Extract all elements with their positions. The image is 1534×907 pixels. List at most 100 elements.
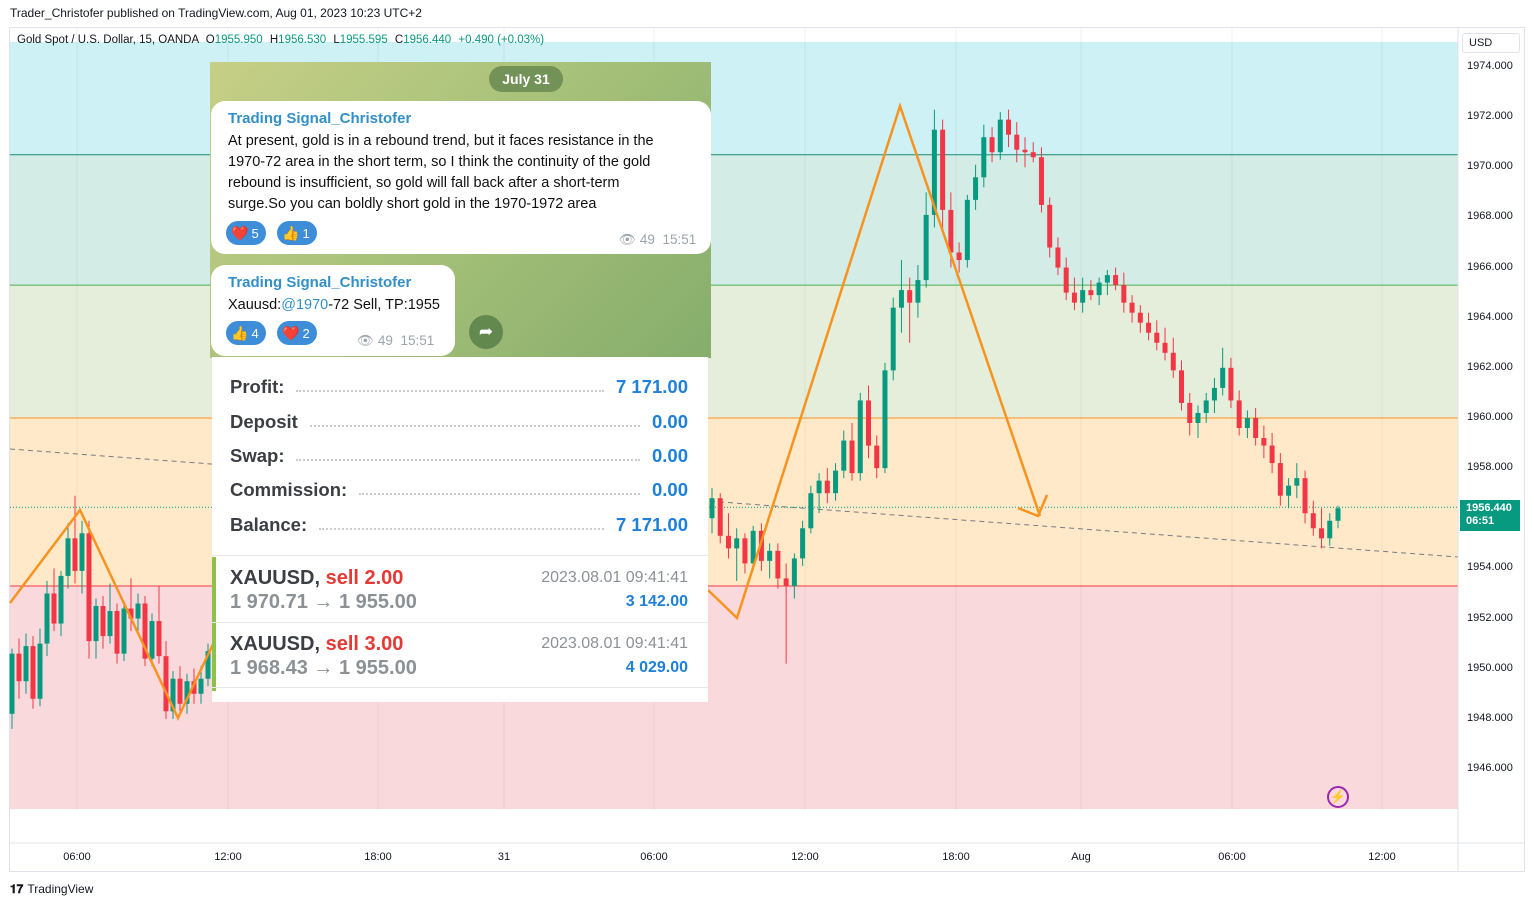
candle-body (1319, 528, 1325, 539)
candle-body (1071, 292, 1077, 303)
message-time: 15:51 (662, 232, 697, 247)
candle-body (1030, 152, 1036, 158)
candle-body (824, 480, 830, 494)
message-line: 1970-72 area in the short term, so I thi… (228, 154, 651, 170)
candle-body (1335, 508, 1341, 521)
message-sender[interactable]: Trading Signal_Christofer (228, 274, 412, 291)
swap-row: Swap: 0.00 (230, 443, 688, 469)
tv-logo-icon: 𝟏𝟕 (10, 882, 24, 896)
candle-body (1154, 332, 1160, 343)
candle-body (23, 646, 29, 682)
candle-body (44, 593, 50, 644)
bar-countdown: 06:51 (1466, 515, 1495, 527)
candle-body (86, 533, 92, 642)
position-accent-bar (212, 557, 216, 691)
reaction-thumbs-up[interactable]: 👍 1 (277, 221, 317, 245)
arrow-head (1017, 494, 1049, 518)
message-text-suffix: -72 Sell, TP:1955 (328, 297, 440, 313)
symbol-text: XAUUSD, (230, 567, 321, 589)
candle-body (923, 214, 929, 281)
candle-body (72, 538, 78, 571)
price-tick-label: 1946.000 (1467, 761, 1513, 774)
time-tick-label: 31 (497, 851, 511, 863)
candle-body (1310, 513, 1316, 529)
price-tick-label: 1954.000 (1467, 561, 1513, 574)
candle-body (1137, 312, 1143, 323)
candle-body (177, 678, 183, 704)
candle-body (1022, 149, 1028, 153)
reaction-count: 1 (302, 226, 310, 241)
low-key: L (333, 34, 340, 46)
divider (212, 622, 708, 623)
position-prices: 1 970.71 → 1 955.00 (230, 591, 417, 613)
row-label: Swap: (230, 445, 285, 466)
eye-icon: 👁 (357, 333, 375, 348)
candle-body (1038, 157, 1044, 205)
eye-icon: 👁 (619, 232, 637, 247)
candle-body (191, 681, 197, 694)
symbol-text: XAUUSD, (230, 633, 321, 655)
candle-body (890, 307, 896, 371)
time-tick-label: 06:00 (63, 851, 91, 863)
tradingview-logo[interactable]: 𝟏𝟕 TradingView (10, 882, 93, 897)
reaction-thumbs-up[interactable]: 👍 4 (226, 321, 266, 345)
message-meta: 👁 49 15:51 (619, 232, 696, 248)
candle-body (791, 558, 797, 586)
close-key: C (394, 34, 404, 46)
candle-body (725, 535, 731, 549)
candle-body (114, 611, 120, 654)
lightning-icon[interactable]: ⚡ (1327, 786, 1349, 808)
high-key: H (269, 34, 279, 46)
candle-body (981, 137, 987, 178)
message-meta: 👁 49 15:51 (357, 333, 434, 349)
candle-body (1096, 282, 1102, 296)
message-sender[interactable]: Trading Signal_Christofer (228, 110, 412, 127)
candle-body (973, 177, 979, 200)
candle-body (107, 611, 113, 637)
price-tick-label: 1972.000 (1467, 110, 1513, 123)
symbol-name[interactable]: Gold Spot / U.S. Dollar, 15, OANDA (17, 34, 199, 46)
candle-body (1277, 463, 1283, 496)
account-summary-card: Profit: 7 171.00 Deposit 0.00 Swap: 0.00 Co… (212, 357, 708, 702)
candle-body (866, 400, 871, 446)
candle-body (874, 445, 880, 469)
price-tick-label: 1964.000 (1467, 310, 1513, 323)
price-tick-label: 1950.000 (1467, 661, 1513, 674)
candle-body (857, 400, 863, 474)
position-row[interactable]: XAUUSD, sell 3.00 1 968.43 → 1 955.00 20… (212, 623, 708, 689)
mention-link[interactable]: @1970 (281, 297, 329, 313)
price-tick-label: 1966.000 (1467, 260, 1513, 273)
candle-body (907, 290, 913, 303)
reaction-count: 4 (251, 326, 259, 341)
view-count: 49 (377, 333, 393, 348)
leader-dots (296, 451, 640, 461)
time-tick-label: 12:00 (214, 851, 242, 863)
row-value: 0.00 (651, 445, 688, 466)
candle-body (93, 606, 99, 642)
candle-body (163, 656, 169, 712)
row-value: 7 171.00 (615, 376, 688, 397)
position-row[interactable]: XAUUSD, sell 2.00 1 970.71 → 1 955.00 20… (212, 557, 708, 623)
currency-button[interactable]: USD (1462, 33, 1520, 53)
reaction-heart[interactable]: ❤️ 2 (277, 321, 317, 345)
tv-logo-text: TradingView (27, 882, 94, 896)
reaction-count: 2 (302, 326, 310, 341)
time-tick-label: Aug (1071, 851, 1091, 863)
price-tick-label: 1948.000 (1467, 711, 1513, 724)
candle-body (956, 252, 962, 261)
candle-body (1327, 520, 1333, 539)
candle-body (1179, 370, 1184, 403)
message-text: Xauusd:@1970-72 Sell, TP:1955 (228, 295, 440, 316)
candle-body (1088, 290, 1094, 296)
candle-body (1302, 478, 1308, 514)
candle-body (128, 608, 134, 619)
candle-body (1047, 204, 1053, 248)
chat-date-badge: July 31 (489, 66, 563, 92)
candle-body (1170, 352, 1176, 371)
share-icon[interactable]: ➦ (469, 315, 503, 349)
candle-body (997, 119, 1003, 153)
candle-body (931, 129, 937, 215)
row-value: 7 171.00 (615, 514, 688, 535)
reaction-heart[interactable]: ❤️ 5 (226, 221, 266, 245)
